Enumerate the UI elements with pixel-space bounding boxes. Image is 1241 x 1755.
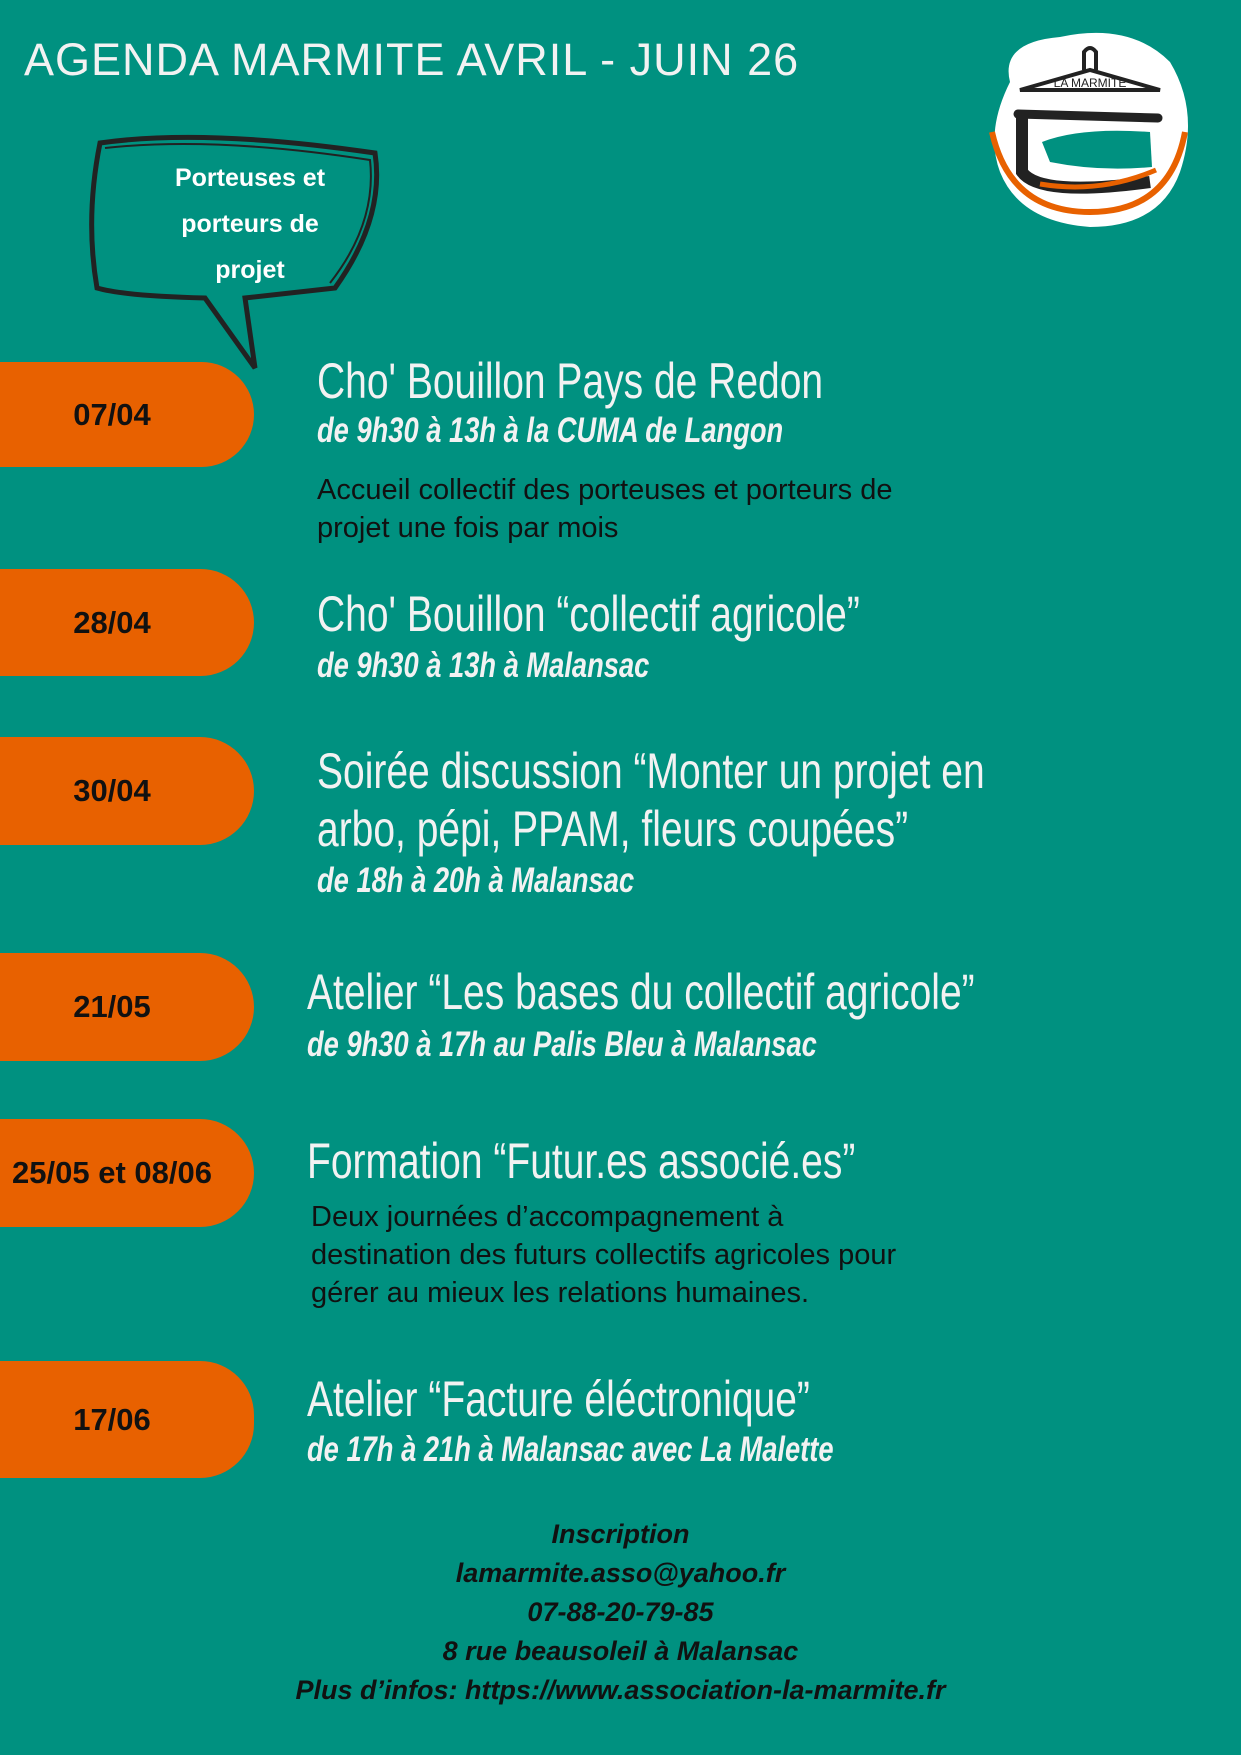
event-subtitle: de 18h à 20h à Malansac: [317, 861, 635, 900]
event-description: Deux journées d’accompagnement à destina…: [311, 1198, 896, 1312]
svg-text:LA MARMITE: LA MARMITE: [1054, 76, 1127, 90]
bubble-line: projet: [215, 256, 285, 284]
event-subtitle: de 9h30 à 13h à la CUMA de Langon: [317, 411, 784, 450]
date-label: 17/06: [73, 1401, 151, 1437]
event-title: Cho' Bouillon Pays de Redon: [317, 353, 824, 409]
date-badge: 07/04: [0, 362, 254, 467]
event-title: Atelier “Facture éléctronique”: [307, 1371, 810, 1427]
event-title: Cho' Bouillon “collectif agricole”: [317, 586, 860, 642]
date-badge: 30/04: [0, 737, 254, 845]
la-marmite-logo: LA MARMITE: [989, 32, 1188, 228]
date-badge: 28/04: [0, 569, 254, 676]
bubble-text: Porteuses et porteurs de projet: [130, 155, 370, 293]
event-title: Formation “Futur.es associé.es”: [307, 1133, 856, 1189]
event-title: Atelier “Les bases du collectif agricole…: [307, 964, 975, 1020]
date-label: 21/05: [73, 989, 151, 1024]
date-label: 25/05 et 08/06: [12, 1155, 212, 1190]
footer-phone: 07-88-20-79-85: [527, 1597, 714, 1627]
description-line: Deux journées d’accompagnement à: [311, 1201, 784, 1233]
description-line: destination des futurs collectifs agrico…: [311, 1239, 897, 1271]
page-title: AGENDA MARMITE AVRIL - JUIN 26: [24, 34, 800, 85]
description-line: projet une fois par mois: [317, 512, 619, 544]
contact-footer: Inscription lamarmite.asso@yahoo.fr 07-8…: [0, 1515, 1241, 1710]
footer-heading: Inscription: [551, 1519, 690, 1549]
event-subtitle: de 9h30 à 13h à Malansac: [317, 646, 650, 685]
event-description: Accueil collectif des porteuses et porte…: [317, 471, 892, 547]
description-line: Accueil collectif des porteuses et porte…: [317, 474, 893, 506]
bubble-line: porteurs de: [181, 210, 319, 238]
event-subtitle: de 9h30 à 17h au Palis Bleu à Malansac: [307, 1025, 817, 1064]
event-title: Soirée discussion “Monter un projet en: [317, 743, 985, 799]
event-subtitle: de 17h à 21h à Malansac avec La Malette: [307, 1430, 834, 1469]
date-label: 07/04: [73, 396, 151, 432]
date-label: 30/04: [73, 773, 151, 808]
description-line: gérer au mieux les relations humaines.: [311, 1277, 810, 1309]
bubble-line: Porteuses et: [174, 164, 326, 192]
date-badge: 25/05 et 08/06: [0, 1119, 254, 1227]
speech-bubble: [89, 134, 380, 370]
footer-email[interactable]: lamarmite.asso@yahoo.fr: [455, 1558, 786, 1588]
date-label: 28/04: [73, 604, 151, 640]
event-title: arbo, pépi, PPAM, fleurs coupées”: [317, 801, 909, 857]
footer-website[interactable]: Plus d’infos: https://www.association-la…: [295, 1675, 946, 1705]
date-badge: 21/05: [0, 953, 254, 1061]
footer-address: 8 rue beausoleil à Malansac: [442, 1636, 799, 1666]
date-badge: 17/06: [0, 1361, 254, 1478]
